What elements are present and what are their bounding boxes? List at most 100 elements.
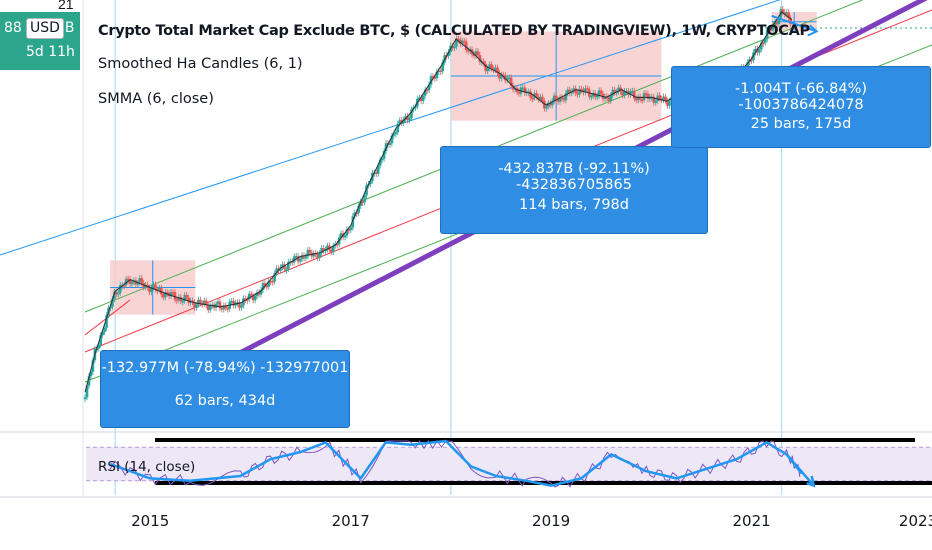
candle-body-4 xyxy=(91,360,95,372)
candle-body-194 xyxy=(462,40,466,43)
candle-body-76 xyxy=(232,300,235,306)
candle-body-86 xyxy=(251,295,255,301)
candle-body-39 xyxy=(160,287,163,295)
candle-body-62 xyxy=(204,300,208,306)
candle-body-72 xyxy=(224,305,228,309)
currency-tag[interactable]: USD xyxy=(26,18,64,39)
candle-body-88 xyxy=(255,292,259,296)
rsi-trend-drawing xyxy=(109,439,803,487)
candle-body-343 xyxy=(754,48,757,53)
rsi-pane xyxy=(86,438,932,488)
candle-body-291 xyxy=(652,96,656,103)
candle-body-79 xyxy=(238,302,241,308)
candle-body-250 xyxy=(572,88,575,92)
candle-body-29 xyxy=(140,278,144,283)
candle-body-73 xyxy=(226,308,230,310)
candle-body-104 xyxy=(287,261,290,270)
candle-body-225 xyxy=(523,87,527,94)
symbol-title[interactable]: Crypto Total Market Cap Exclude BTC, $ (… xyxy=(98,23,810,39)
candle-body-175 xyxy=(425,89,429,92)
candle-body-97 xyxy=(273,273,276,282)
candle-body-150 xyxy=(376,165,380,174)
candle-body-33 xyxy=(148,287,151,293)
candle-body-140 xyxy=(357,205,360,213)
candle-body-346 xyxy=(760,42,763,50)
candle-body-78 xyxy=(236,302,239,304)
candle-body-98 xyxy=(275,268,278,274)
candle-body-341 xyxy=(750,59,753,61)
countdown-label: 5d 11h xyxy=(26,44,75,60)
candle-body-212 xyxy=(498,72,501,79)
candle-body-268 xyxy=(607,97,611,101)
candle-body-345 xyxy=(758,49,761,53)
measure-box-1-bars: 62 bars, 434d xyxy=(174,393,276,409)
candle-body-196 xyxy=(466,50,470,52)
indicator-legend-rsi[interactable]: RSI (14, close) xyxy=(98,459,196,475)
candle-body-234 xyxy=(541,96,544,102)
candle-body-211 xyxy=(496,67,499,73)
candle-body-113 xyxy=(304,256,308,259)
x-tick-label: 2019 xyxy=(532,512,571,530)
candle-body-112 xyxy=(302,255,306,259)
corner-label: 21 xyxy=(58,0,74,12)
candle-body-280 xyxy=(631,90,634,93)
candle-body-10 xyxy=(103,327,106,333)
candle-body-199 xyxy=(472,54,476,56)
candle-body-96 xyxy=(271,280,275,283)
indicator-legend-ha[interactable]: Smoothed Ha Candles (6, 1) xyxy=(98,56,303,72)
candle-body-171 xyxy=(417,97,421,100)
candle-body-131 xyxy=(339,233,343,238)
candle-body-71 xyxy=(222,305,226,310)
candle-body-273 xyxy=(617,87,620,92)
candle-body-236 xyxy=(545,106,548,109)
candle-body-42 xyxy=(165,292,169,294)
candle-body-239 xyxy=(550,101,554,106)
candle-body-359 xyxy=(785,12,789,15)
measure-box-1[interactable]: -132.977M (-78.94%) -132977001 62 bars, … xyxy=(100,350,350,428)
measure-box-3[interactable]: -1.004T (-66.84%) -1003786424078 25 bars… xyxy=(671,66,931,148)
price-badge-value: 88 xyxy=(4,20,22,36)
candle-body-186 xyxy=(447,51,450,56)
channel-line-1 xyxy=(0,0,781,256)
candle-body-344 xyxy=(756,48,759,53)
candle-body-247 xyxy=(566,89,570,94)
candle-body-157 xyxy=(390,135,394,144)
candle-body-158 xyxy=(392,134,396,136)
candle-body-115 xyxy=(308,249,312,253)
candle-body-34 xyxy=(150,287,153,293)
candle-body-289 xyxy=(648,96,652,99)
candle-body-270 xyxy=(611,89,615,96)
candle-body-61 xyxy=(202,300,206,304)
candle-body-8 xyxy=(99,335,103,345)
candle-body-163 xyxy=(402,119,405,124)
indicator-legend-smma[interactable]: SMMA (6, close) xyxy=(98,91,214,107)
candle-body-165 xyxy=(406,116,409,121)
candle-body-119 xyxy=(316,254,319,259)
candle-body-195 xyxy=(464,41,468,51)
candle-body-106 xyxy=(290,261,294,263)
candle-body-110 xyxy=(298,259,302,262)
candle-body-122 xyxy=(322,247,325,251)
candle-body-117 xyxy=(312,253,316,257)
candle-body-299 xyxy=(668,100,671,106)
candle-body-95 xyxy=(269,280,273,283)
candle-body-40 xyxy=(161,294,165,298)
candle-body-297 xyxy=(664,96,667,101)
candle-body-156 xyxy=(388,143,392,145)
candle-body-87 xyxy=(253,295,257,301)
x-tick-label: 2023 xyxy=(898,512,932,530)
measure-box-2[interactable]: -432.837B (-92.11%) -432836705865 114 ba… xyxy=(440,146,708,234)
candle-body-190 xyxy=(455,38,458,47)
candle-body-279 xyxy=(629,91,632,95)
candle-body-216 xyxy=(505,78,509,81)
candle-body-224 xyxy=(521,87,525,89)
candle-body-181 xyxy=(437,70,441,73)
candle-body-257 xyxy=(586,88,589,90)
candle-body-352 xyxy=(771,24,775,31)
measure-box-2-bars: 114 bars, 798d xyxy=(519,197,629,213)
candle-body-191 xyxy=(457,38,460,41)
candle-body-136 xyxy=(349,227,353,231)
x-tick-label: 2015 xyxy=(131,512,170,530)
candle-body-238 xyxy=(548,102,552,106)
candle-body-138 xyxy=(353,212,357,217)
